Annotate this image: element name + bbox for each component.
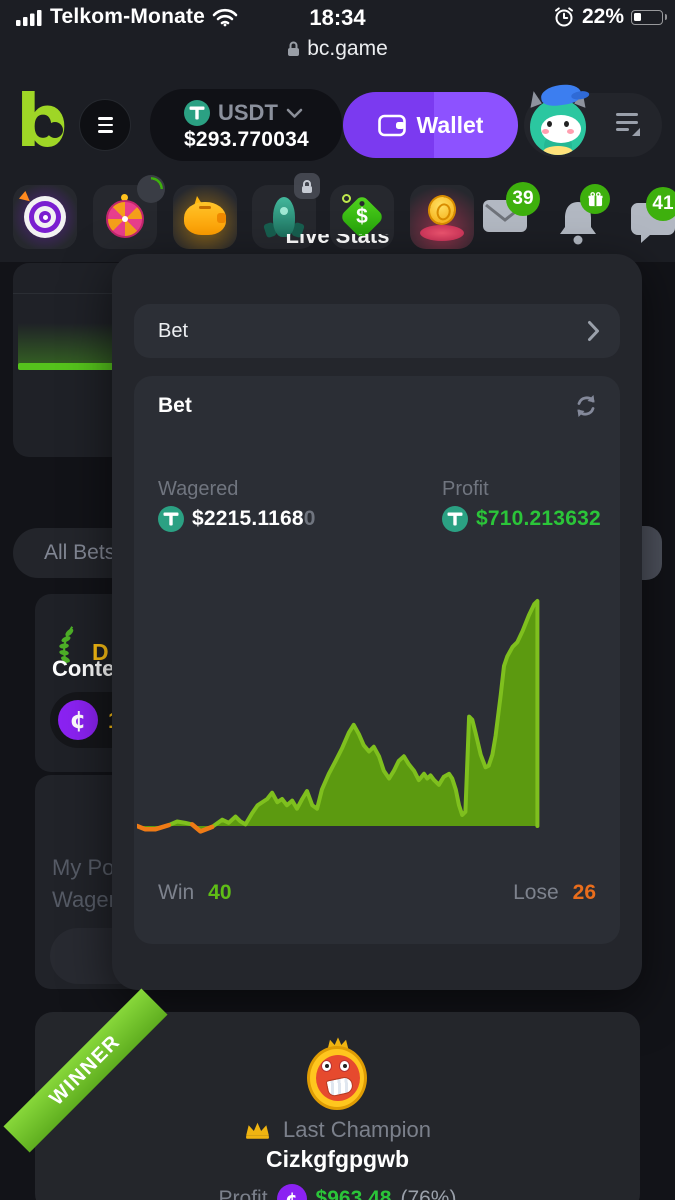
price-tag-icon: $ (330, 185, 394, 249)
champion-profit-percent: (76%) (400, 1187, 457, 1200)
notifications-button[interactable] (557, 184, 610, 251)
shortcut-tile-piggy-bank[interactable] (173, 185, 237, 249)
win-count: 40 (208, 881, 232, 904)
chat-count-badge: 41 (646, 187, 675, 221)
live-stats-modal: Bet Bet Wagered $2215.11680 Profit $710.… (112, 254, 642, 990)
battery-percent: 22% (581, 5, 624, 28)
refresh-icon (577, 395, 595, 417)
shortcut-tile-bonus[interactable]: $ (330, 185, 394, 249)
stats-filter-select[interactable]: Bet (134, 304, 620, 358)
spin-progress-icon (137, 175, 165, 203)
url-domain: bc.game (307, 37, 388, 60)
battery-icon (631, 9, 667, 25)
profile-pill (524, 82, 662, 157)
lock-icon (288, 41, 300, 56)
spin-wheel-icon (93, 185, 157, 249)
chart-negative-segment (189, 822, 215, 834)
lock-icon (302, 179, 312, 193)
user-avatar[interactable] (527, 82, 589, 157)
shortcut-tile-task[interactable] (13, 185, 77, 249)
wallet-icon (377, 114, 406, 137)
inbox-count-badge: 39 (506, 182, 540, 216)
tether-icon (442, 506, 468, 532)
locked-badge (294, 173, 320, 199)
profit-label: Profit (442, 478, 489, 500)
section-title: Live Stats (285, 234, 390, 248)
gift-badge (580, 184, 610, 214)
stats-filter-label: Bet (158, 319, 189, 342)
chart-area (137, 601, 538, 832)
lose-count: 26 (572, 881, 596, 904)
inbox-button[interactable]: 39 (482, 182, 540, 239)
win-label: Win (158, 881, 195, 904)
carrier-name: Telkom-Monate (50, 5, 206, 28)
status-time: 18:34 (309, 5, 366, 30)
last-champion-card: WINNER Last Champion Cizkgfgpgwb Profit … (3, 988, 640, 1200)
champion-profit-value: $963.48 (315, 1187, 392, 1200)
bcgame-logo[interactable]: b (16, 79, 68, 163)
crown-icon (246, 1122, 269, 1139)
wallet-balance: $293.770034 (184, 128, 309, 151)
wallet-button[interactable]: Wallet (343, 92, 518, 158)
refresh-button[interactable] (572, 392, 600, 420)
champion-name: Cizkgfgpgwb (265, 1146, 410, 1172)
wallet-button-label: Wallet (416, 111, 484, 138)
bet-panel-title: Bet (158, 394, 192, 417)
chevron-down-icon (286, 108, 303, 118)
coin-drop-icon (410, 185, 474, 249)
bet-profit-chart (134, 594, 541, 838)
wagered-label: Wagered (158, 478, 239, 500)
last-champion-label: Last Champion (283, 1117, 431, 1142)
wifi-icon (212, 8, 238, 26)
champion-profit-label: Profit (218, 1187, 268, 1200)
sidebar-toggle-icon[interactable] (616, 113, 640, 137)
gift-icon (587, 191, 603, 206)
bccoin-icon: ¢ (58, 700, 98, 740)
browser-url-bar[interactable]: bc.game (0, 36, 675, 62)
laurel-icon (59, 626, 74, 664)
tether-icon (184, 100, 210, 126)
profit-value: $710.213632 (442, 506, 601, 532)
champion-avatar[interactable] (305, 1036, 371, 1112)
bet-stats-panel: Bet Wagered $2215.11680 Profit $710.2136… (134, 376, 620, 944)
champion-profit-row: Profit ¢ $963.48 (76%) (35, 1184, 640, 1200)
main-menu-button[interactable] (79, 99, 131, 151)
currency-code: USDT (218, 100, 278, 125)
alarm-clock-icon (554, 7, 573, 27)
shortcut-tile-rocket[interactable] (252, 173, 320, 249)
tether-icon (158, 506, 184, 532)
lose-label: Lose (513, 881, 559, 904)
signal-strength-icon (16, 9, 42, 26)
rocket-icon (252, 185, 316, 249)
shortcut-tile-spin[interactable] (93, 175, 165, 249)
shortcut-tile-coindrop[interactable] (410, 185, 474, 249)
status-bar: Telkom-Monate 18:34 22% (0, 0, 675, 36)
currency-selector[interactable]: USDT $293.770034 (150, 89, 342, 161)
contest-badge: D (92, 639, 109, 665)
chat-button[interactable]: 41 (630, 187, 675, 250)
target-icon (13, 185, 77, 249)
chart-negative-segment (134, 822, 172, 832)
chevron-right-icon (588, 321, 599, 341)
chart-line (135, 599, 540, 834)
piggy-bank-icon (173, 185, 237, 249)
section-title-clipped: Live Stats (0, 234, 675, 253)
bccoin-icon: ¢ (276, 1184, 307, 1200)
wagered-value: $2215.11680 (158, 506, 316, 532)
